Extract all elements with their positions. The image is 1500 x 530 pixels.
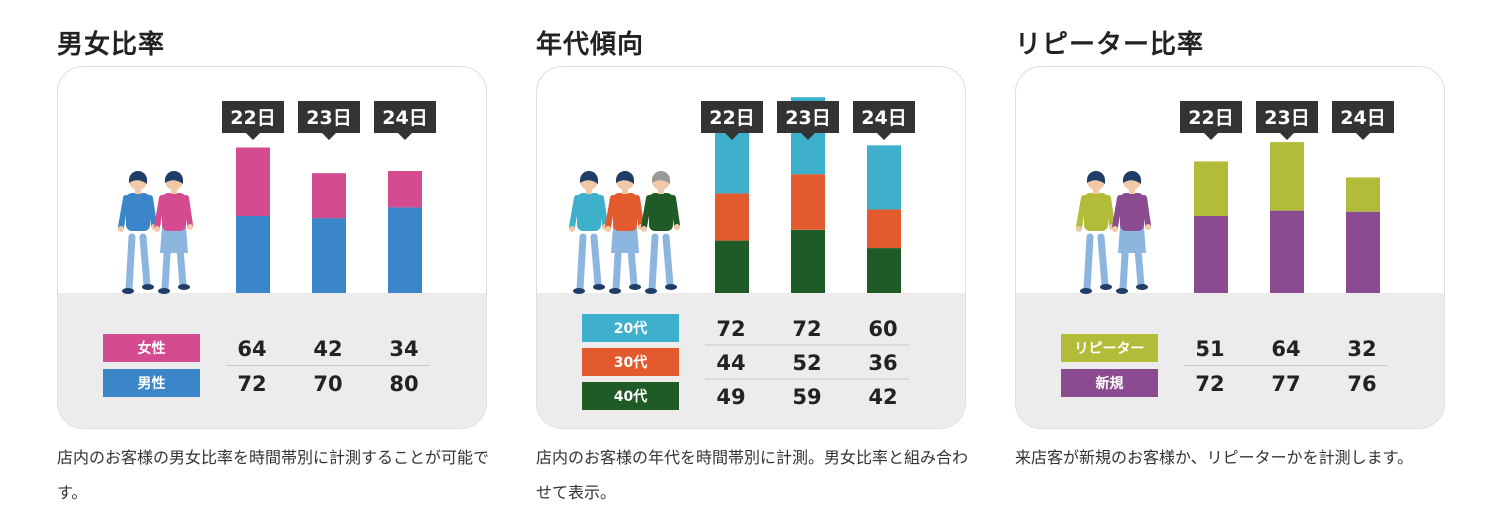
bar-segment: [312, 218, 346, 293]
legend-swatch: [582, 314, 679, 342]
bar-segment: [388, 171, 422, 208]
panel-title: リピーター比率: [1015, 30, 1205, 60]
bar-segment: [867, 145, 901, 210]
date-tag-label: 23日: [785, 107, 830, 129]
bar-segment: [867, 209, 901, 248]
value-label: 72: [1195, 372, 1224, 396]
date-tag-label: 22日: [709, 107, 754, 129]
date-tag-label: 23日: [306, 107, 351, 129]
legend-swatch: [582, 382, 679, 410]
repeater-ratio-chart: 22日 23日 24日リピーター 51 64 32 新規 72 77 76: [1015, 66, 1445, 429]
legend-label: 女性: [138, 340, 166, 357]
date-tag: [374, 101, 436, 140]
value-label: 51: [1195, 337, 1224, 361]
legend-swatch: [1061, 334, 1158, 362]
bar-segment: [388, 207, 422, 293]
value-label: 52: [792, 351, 821, 375]
value-label: 42: [868, 385, 897, 409]
value-label: 64: [237, 337, 266, 361]
date-tag-label: 23日: [1264, 107, 1309, 129]
legend-label: 新規: [1096, 375, 1124, 392]
legend-swatch: [103, 369, 200, 397]
legend-label: 20代: [614, 320, 647, 337]
value-label: 70: [313, 372, 342, 396]
panel-description: 店内のお客様の年代を時間帯別に計測。男女比率と組み合わせて表示。: [536, 448, 969, 502]
bar-segment: [236, 147, 270, 216]
date-tag: [298, 101, 360, 140]
bar-segment: [1270, 142, 1304, 211]
value-label: 72: [792, 317, 821, 341]
bar-segment: [791, 174, 825, 230]
legend-swatch: [582, 348, 679, 376]
value-label: 76: [1347, 372, 1376, 396]
panel-title: 男女比率: [57, 30, 166, 60]
bar-segment: [715, 240, 749, 293]
value-label: 49: [716, 385, 745, 409]
value-label: 64: [1271, 337, 1300, 361]
legend-swatch: [1061, 369, 1158, 397]
bar-segment: [1346, 211, 1380, 293]
value-label: 59: [792, 385, 821, 409]
age-trend-panel: 年代傾向 22日 23日 24日 20代 72 72 60 30代 44 52 36 40代 49 59 4…: [536, 0, 968, 530]
bar-segment: [867, 248, 901, 293]
value-label: 36: [868, 351, 897, 375]
gender-ratio-panel: 男女比率 22日 23日 24日女性 64 42 34 男性 72 70 80 店内のお客様の男女…: [57, 0, 489, 530]
bar-segment: [312, 173, 346, 219]
gender-ratio-chart: 22日 23日 24日女性 64 42 34 男性 72 70 80: [57, 66, 487, 429]
date-tag: [1256, 101, 1318, 140]
date-tag: [701, 101, 763, 140]
value-label: 72: [716, 317, 745, 341]
value-label: 60: [868, 317, 897, 341]
person-figure-1: [118, 171, 157, 294]
value-label: 34: [389, 337, 418, 361]
date-tag: [1332, 101, 1394, 140]
person-figure-1: [1076, 171, 1115, 294]
date-tag-label: 24日: [1340, 107, 1385, 129]
date-tag: [1180, 101, 1242, 140]
date-tag-label: 24日: [861, 107, 906, 129]
date-tag-label: 24日: [382, 107, 427, 129]
value-label: 32: [1347, 337, 1376, 361]
date-tag-label: 22日: [1188, 107, 1233, 129]
stacked-bar-chart: 22日 23日 24日 20代 72 72 60 30代 44 52 36 40代 49 59 42: [537, 97, 965, 428]
panel-title: 年代傾向: [536, 30, 645, 60]
legend-label: リピーター: [1075, 341, 1145, 357]
panel-description: 来店客が新規のお客様か、リピーターかを計測します。: [1015, 448, 1414, 467]
bar-segment: [1270, 210, 1304, 293]
person-figure-2: [1112, 171, 1151, 294]
person-figure-2: [605, 171, 644, 294]
bar-segment: [1346, 177, 1380, 212]
bar-segment: [236, 216, 270, 293]
value-label: 80: [389, 372, 418, 396]
person-figure-3: [641, 171, 680, 294]
date-tag-label: 22日: [230, 107, 275, 129]
date-tag: [222, 101, 284, 140]
bar-segment: [715, 193, 749, 241]
panel-description: 店内のお客様の男女比率を時間帯別に計測することが可能です。: [57, 448, 490, 502]
value-label: 42: [313, 337, 342, 361]
legend-swatch: [103, 334, 200, 362]
bar-segment: [1194, 161, 1228, 216]
value-label: 72: [237, 372, 266, 396]
person-figure-1: [569, 171, 608, 294]
bar-segment: [1194, 216, 1228, 293]
date-tag: [853, 101, 915, 140]
legend-label: 男性: [138, 375, 166, 392]
value-label: 44: [716, 351, 745, 375]
legend-label: 30代: [614, 354, 647, 371]
legend-label: 40代: [614, 388, 647, 405]
bar-segment: [791, 229, 825, 293]
age-trend-chart: 22日 23日 24日 20代 72 72 60 30代 44 52 36 40代 49 59 42: [536, 66, 966, 429]
date-tag: [777, 101, 839, 140]
value-label: 77: [1271, 372, 1300, 396]
repeater-ratio-panel: リピーター比率 22日 23日 24日リピーター 51 64 32 新規 72 77 76 来店客…: [1015, 0, 1445, 530]
person-figure-2: [154, 171, 193, 294]
